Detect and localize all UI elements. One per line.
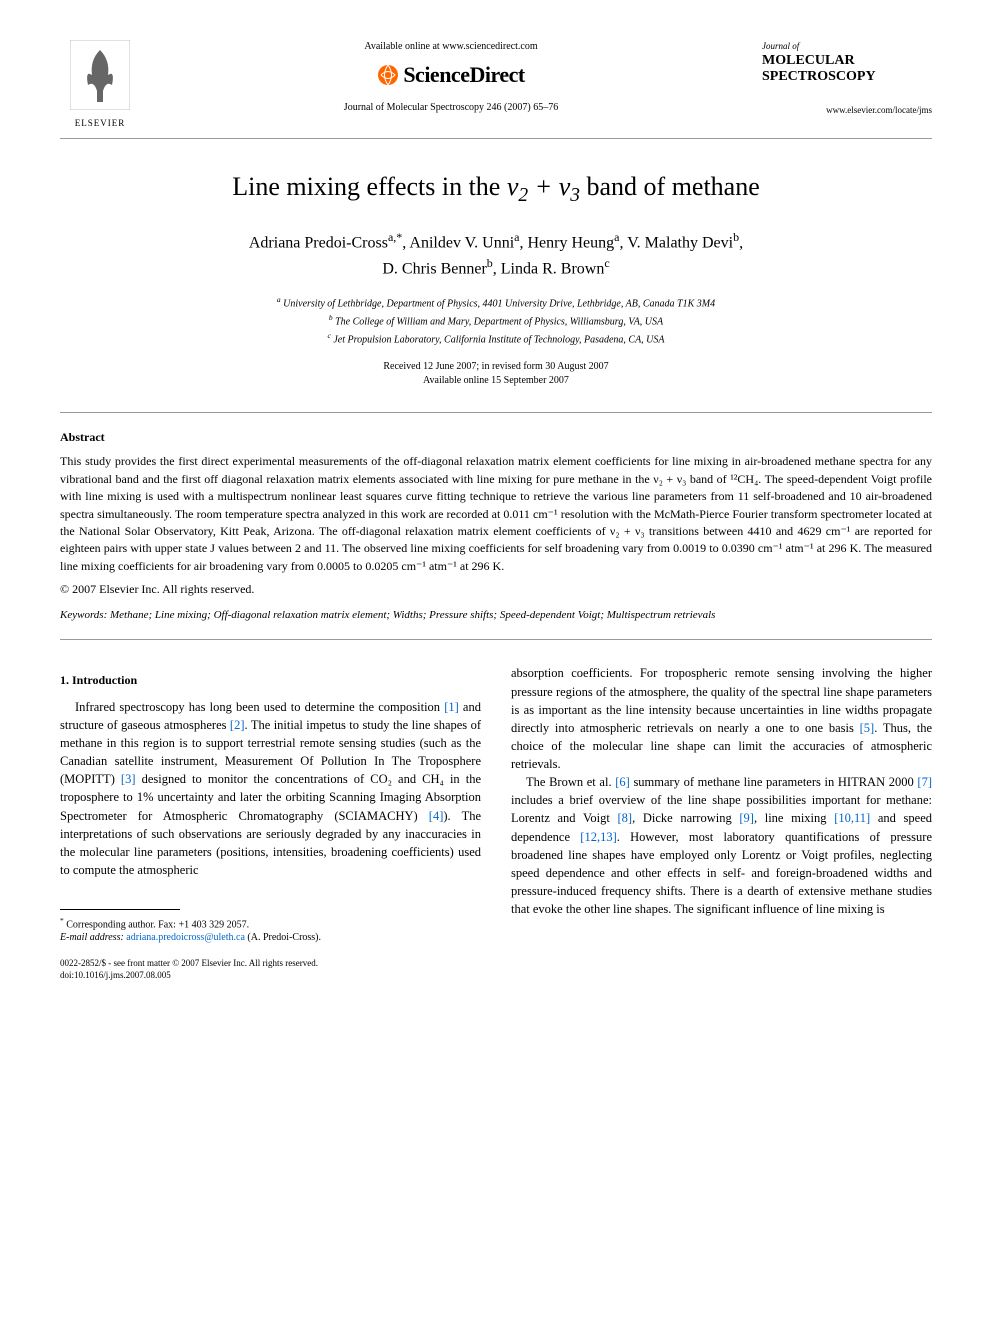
author-2: Anildev V. Unni: [409, 235, 514, 252]
email-suffix: (A. Predoi-Cross).: [247, 932, 321, 943]
right-column: absorption coefficients. For tropospheri…: [511, 664, 932, 981]
journal-name-line2: SPECTROSCOPY: [762, 69, 932, 86]
author-list: Adriana Predoi-Crossa,*, Anildev V. Unni…: [60, 229, 932, 280]
sciencedirect-logo: ScienceDirect: [160, 60, 742, 91]
intro-text-3b: summary of methane line parameters in HI…: [630, 775, 918, 789]
abstract-heading: Abstract: [60, 429, 932, 446]
abstract-body: This study provides the first direct exp…: [60, 453, 932, 575]
ref-link-8[interactable]: [8]: [618, 811, 633, 825]
divider-2: [60, 639, 932, 640]
footer-front-matter: 0022-2852/$ - see front matter © 2007 El…: [60, 958, 481, 970]
journal-name-line1: MOLECULAR: [762, 53, 932, 70]
author-6: Linda R. Brown: [501, 260, 605, 277]
journal-of-label: Journal of: [762, 40, 932, 53]
sciencedirect-icon: [377, 64, 399, 86]
intro-para-2: The Brown et al. [6] summary of methane …: [511, 773, 932, 918]
left-column: 1. Introduction Infrared spectroscopy ha…: [60, 664, 481, 981]
page-footer: 0022-2852/$ - see front matter © 2007 El…: [60, 958, 481, 981]
journal-url: www.elsevier.com/locate/jms: [762, 104, 932, 117]
sciencedirect-text: ScienceDirect: [403, 60, 524, 91]
body-columns: 1. Introduction Infrared spectroscopy ha…: [60, 664, 932, 981]
journal-title-block: Journal of MOLECULAR SPECTROSCOPY www.el…: [762, 40, 932, 117]
keywords-label: Keywords:: [60, 609, 107, 621]
footnote-separator: [60, 909, 180, 910]
intro-text-3d: , Dicke narrowing: [632, 811, 739, 825]
keywords-text: Methane; Line mixing; Off-diagonal relax…: [110, 609, 715, 621]
intro-text-3e: , line mixing: [754, 811, 834, 825]
title-suffix: band of methane: [580, 172, 760, 201]
ref-link-3[interactable]: [3]: [121, 772, 136, 786]
divider-1: [60, 412, 932, 413]
ref-link-9[interactable]: [9]: [739, 811, 754, 825]
affiliation-a: a University of Lethbridge, Department o…: [60, 295, 932, 311]
ref-link-6[interactable]: [6]: [615, 775, 630, 789]
article-dates: Received 12 June 2007; in revised form 3…: [60, 360, 932, 388]
author-1-affil: a,*: [388, 230, 402, 244]
author-1: Adriana Predoi-Cross: [249, 235, 388, 252]
footer-doi: doi:10.1016/j.jms.2007.08.005: [60, 970, 481, 982]
title-prefix: Line mixing effects in the: [232, 172, 507, 201]
author-3: Henry Heung: [528, 235, 615, 252]
ref-link-7[interactable]: [7]: [917, 775, 932, 789]
abstract-copyright: © 2007 Elsevier Inc. All rights reserved…: [60, 581, 932, 598]
email-label: E-mail address:: [60, 932, 124, 943]
article-title: Line mixing effects in the ν2 + ν3 band …: [60, 169, 932, 209]
author-2-affil: a: [514, 230, 519, 244]
intro-text-1a: Infrared spectroscopy has long been used…: [75, 700, 444, 714]
affiliation-b-text: The College of William and Mary, Departm…: [335, 316, 663, 327]
journal-header: ELSEVIER Available online at www.science…: [60, 40, 932, 139]
author-4-affil: b: [733, 230, 739, 244]
journal-reference: Journal of Molecular Spectroscopy 246 (2…: [160, 101, 742, 115]
intro-heading: 1. Introduction: [60, 672, 481, 689]
author-5: D. Chris Benner: [382, 260, 486, 277]
intro-para-1-cont: absorption coefficients. For tropospheri…: [511, 664, 932, 773]
affiliation-b: b The College of William and Mary, Depar…: [60, 313, 932, 329]
author-6-affil: c: [604, 256, 609, 270]
elsevier-tree-icon: [70, 40, 130, 110]
email-link[interactable]: adriana.predoicross@uleth.ca: [126, 932, 245, 943]
keywords-line: Keywords: Methane; Line mixing; Off-diag…: [60, 608, 932, 623]
author-5-affil: b: [487, 256, 493, 270]
intro-para-1: Infrared spectroscopy has long been used…: [60, 698, 481, 879]
author-4: V. Malathy Devi: [627, 235, 733, 252]
elsevier-logo-block: ELSEVIER: [60, 40, 140, 130]
ref-link-1[interactable]: [1]: [444, 700, 459, 714]
author-3-affil: a: [614, 230, 619, 244]
footnote-corr-text: Corresponding author. Fax: +1 403 329 20…: [66, 919, 249, 930]
online-date: Available online 15 September 2007: [60, 374, 932, 388]
title-formula: ν2 + ν3: [507, 172, 580, 201]
ref-link-1011[interactable]: [10,11]: [834, 811, 870, 825]
ref-link-5[interactable]: [5]: [860, 721, 875, 735]
intro-text-3a: The Brown et al.: [526, 775, 615, 789]
corresponding-author-footnote: * Corresponding author. Fax: +1 403 329 …: [60, 916, 481, 944]
available-online-text: Available online at www.sciencedirect.co…: [160, 40, 742, 54]
header-center: Available online at www.sciencedirect.co…: [140, 40, 762, 115]
affiliation-c: c Jet Propulsion Laboratory, California …: [60, 331, 932, 347]
ref-link-4[interactable]: [4]: [429, 809, 444, 823]
ref-link-1213[interactable]: [12,13]: [580, 830, 616, 844]
affiliation-c-text: Jet Propulsion Laboratory, California In…: [333, 335, 664, 346]
received-date: Received 12 June 2007; in revised form 3…: [60, 360, 932, 374]
affiliation-a-text: University of Lethbridge, Department of …: [283, 298, 715, 309]
ref-link-2[interactable]: [2]: [230, 718, 245, 732]
elsevier-label: ELSEVIER: [60, 117, 140, 130]
